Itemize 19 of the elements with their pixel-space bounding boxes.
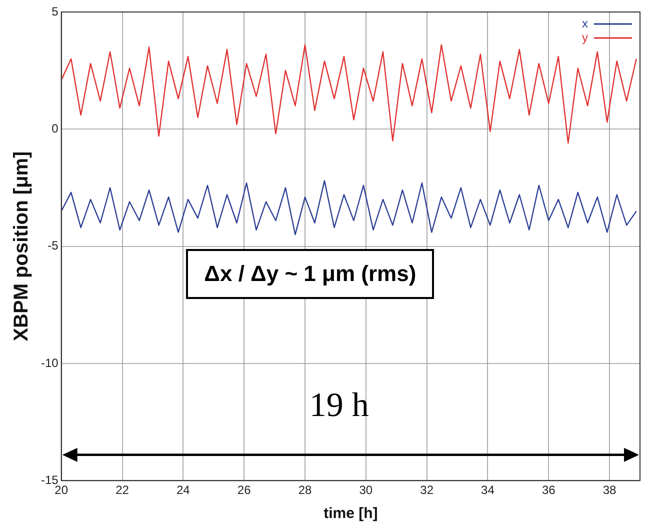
x-tick-label: 32	[420, 483, 434, 498]
x-tick-label: 30	[359, 483, 373, 498]
y-tick-label: 0	[52, 121, 59, 136]
x-tick-label: 24	[176, 483, 190, 498]
x-tick-label: 38	[602, 483, 617, 498]
x-tick-label: 26	[237, 483, 252, 498]
x-axis-title: time [h]	[324, 505, 378, 522]
legend-label: x	[582, 16, 588, 30]
annotation: Δx / Δy ~ 1 μm (rms)	[186, 248, 434, 299]
y-tick-label: -5	[48, 238, 59, 253]
x-tick-label: 36	[542, 483, 556, 498]
y-tick-label: 5	[52, 4, 59, 18]
x-tick-label: 28	[298, 483, 312, 498]
legend-label: y	[582, 30, 588, 44]
y-axis-title: XBPM position [μm]	[10, 151, 33, 342]
annotation: 19 h	[309, 386, 369, 425]
y-tick-label: -10	[41, 356, 59, 370]
x-tick-label: 22	[116, 483, 130, 498]
x-tick-label: 34	[481, 483, 495, 498]
